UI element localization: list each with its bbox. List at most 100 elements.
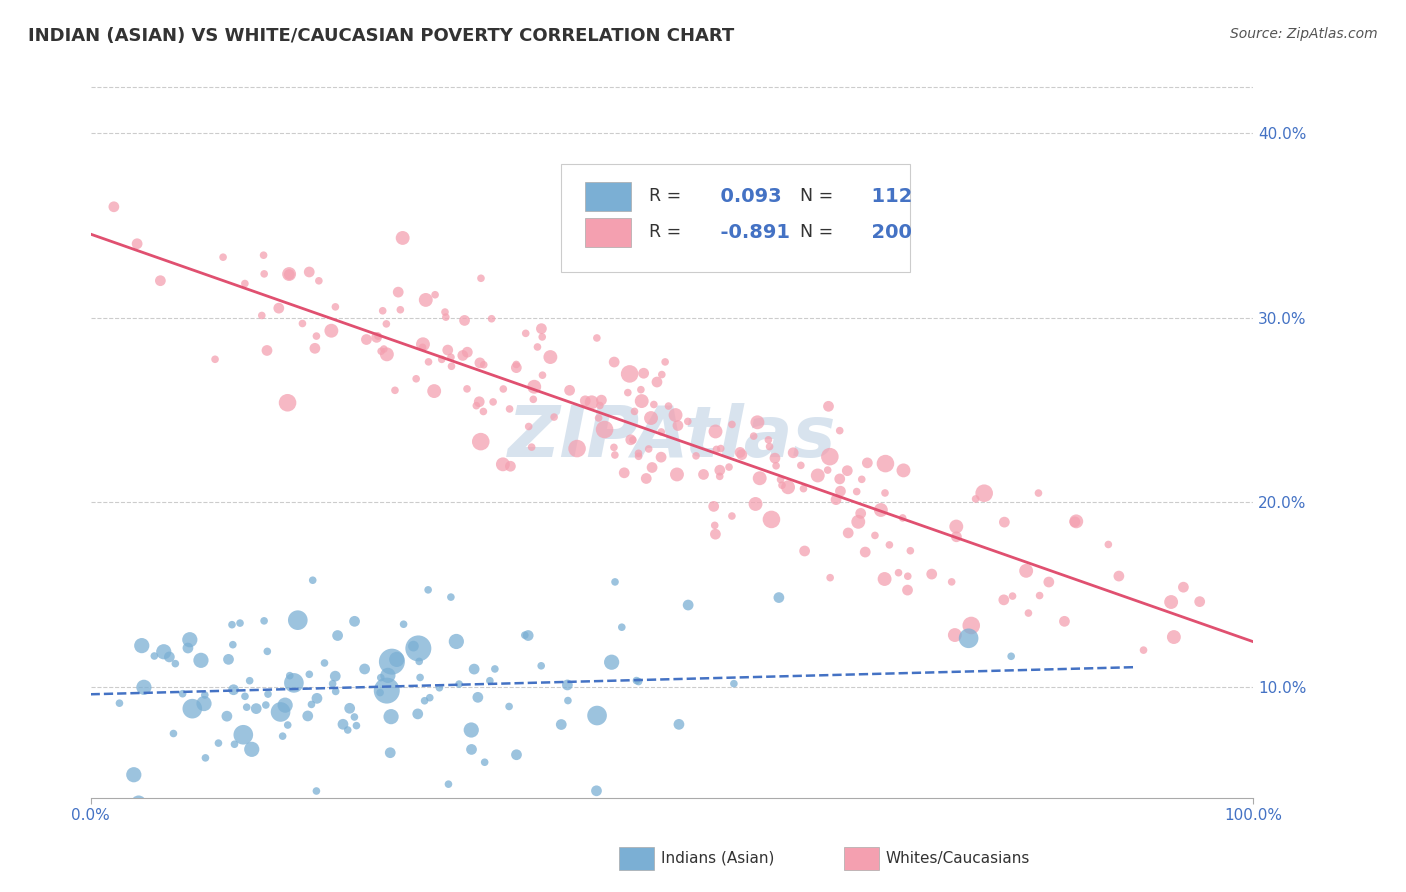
Point xyxy=(666,418,689,433)
Point xyxy=(581,395,603,409)
Point xyxy=(640,411,662,425)
Point xyxy=(603,441,626,455)
Point xyxy=(589,399,612,413)
Point xyxy=(252,248,274,262)
Point xyxy=(221,617,243,632)
Point xyxy=(412,337,434,351)
Point xyxy=(849,507,872,521)
Point xyxy=(451,348,474,362)
Point xyxy=(440,590,463,604)
Point xyxy=(172,687,194,701)
Point xyxy=(253,267,276,281)
Point xyxy=(308,274,330,288)
Point xyxy=(271,729,294,743)
Point xyxy=(505,360,527,375)
Point xyxy=(305,329,328,343)
Point xyxy=(1163,630,1185,644)
Point xyxy=(1038,575,1060,590)
Point xyxy=(665,467,688,482)
Point xyxy=(449,677,471,691)
Point xyxy=(498,699,520,714)
Point xyxy=(325,300,347,314)
Point xyxy=(143,648,166,663)
Point xyxy=(593,423,616,437)
Point xyxy=(375,683,398,698)
Point xyxy=(828,424,851,438)
Text: Indians (Asian): Indians (Asian) xyxy=(661,851,775,865)
Text: Source: ZipAtlas.com: Source: ZipAtlas.com xyxy=(1230,27,1378,41)
Point xyxy=(482,395,505,409)
Point xyxy=(706,442,728,457)
Point xyxy=(586,708,609,723)
Point xyxy=(402,639,425,653)
Point xyxy=(132,681,155,695)
Point xyxy=(224,737,246,751)
Point xyxy=(233,690,256,704)
Point xyxy=(550,717,572,731)
Point xyxy=(896,583,918,598)
Point xyxy=(446,634,468,648)
Point xyxy=(492,382,515,396)
Point xyxy=(380,746,402,760)
Point xyxy=(434,310,457,325)
Point xyxy=(943,628,966,642)
Point xyxy=(391,231,413,245)
Point xyxy=(321,324,343,338)
Point xyxy=(957,632,980,646)
Point xyxy=(557,678,579,692)
Point xyxy=(353,662,375,676)
Point xyxy=(277,718,299,732)
Point xyxy=(517,628,540,642)
Point xyxy=(257,687,280,701)
Point xyxy=(846,515,869,529)
Point xyxy=(891,511,914,525)
Point xyxy=(875,457,897,471)
Point xyxy=(530,658,553,673)
Point xyxy=(873,486,896,500)
Point xyxy=(233,277,256,291)
Point xyxy=(619,367,641,381)
Point xyxy=(721,417,744,432)
Point xyxy=(770,478,793,492)
Point xyxy=(704,527,727,541)
Point xyxy=(565,442,588,456)
Point xyxy=(710,442,733,456)
Point xyxy=(921,567,943,582)
Point xyxy=(1001,589,1024,603)
Point xyxy=(630,394,652,409)
Point xyxy=(222,682,245,697)
Point xyxy=(1028,486,1050,500)
Point xyxy=(879,538,901,552)
Point xyxy=(415,293,437,307)
Point xyxy=(108,696,131,710)
Point xyxy=(215,709,238,723)
Point xyxy=(856,456,879,470)
Point xyxy=(748,471,770,485)
Point xyxy=(239,673,262,688)
Point xyxy=(603,448,626,462)
Point xyxy=(478,673,501,688)
Point xyxy=(283,676,305,690)
Point xyxy=(993,592,1015,607)
Point xyxy=(837,525,859,540)
Point xyxy=(387,285,409,300)
Point xyxy=(297,709,319,723)
Point xyxy=(1064,514,1087,528)
Point xyxy=(122,768,145,782)
Point xyxy=(235,700,257,714)
Point xyxy=(370,344,392,359)
Point xyxy=(1053,615,1076,629)
Point xyxy=(630,383,652,397)
Point xyxy=(291,317,314,331)
Point xyxy=(467,690,489,705)
Point xyxy=(887,566,910,580)
Point xyxy=(522,392,544,407)
Point xyxy=(322,676,344,690)
Point xyxy=(637,442,659,456)
Text: R =: R = xyxy=(648,223,686,242)
Point xyxy=(543,410,565,425)
Point xyxy=(828,472,851,486)
Point xyxy=(346,718,368,732)
Point xyxy=(207,736,229,750)
Point xyxy=(256,343,278,358)
